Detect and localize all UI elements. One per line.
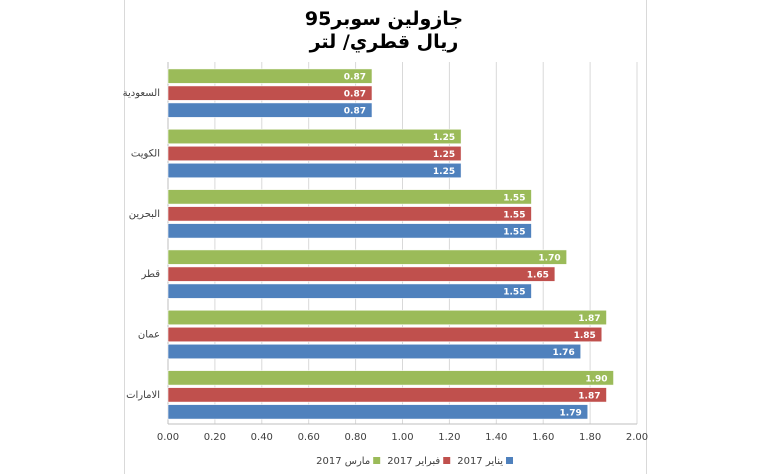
category-label: قطر	[140, 269, 160, 280]
x-tick-label: 0.40	[251, 432, 273, 443]
legend-swatch	[443, 457, 451, 464]
bar	[167, 145, 462, 162]
x-tick-label: 0.60	[298, 432, 320, 443]
data-label: 1.70	[538, 254, 560, 264]
category-label: عمان	[138, 330, 160, 341]
bar	[167, 162, 462, 179]
x-tick-label: 1.80	[579, 432, 601, 443]
data-label: 1.76	[553, 348, 575, 358]
bar	[167, 370, 614, 386]
legend-swatch	[506, 457, 513, 464]
bar	[167, 404, 589, 420]
bar	[167, 309, 607, 326]
data-label: 1.25	[433, 150, 455, 160]
bar	[167, 283, 532, 299]
legend-swatch	[373, 457, 381, 464]
x-tick-label: 1.00	[391, 432, 413, 443]
data-label: 1.65	[527, 271, 549, 281]
data-label: 1.25	[433, 133, 455, 143]
data-label: 0.87	[344, 73, 366, 83]
x-tick-label: 1.20	[438, 432, 460, 443]
data-label: 1.55	[503, 227, 525, 237]
x-tick-label: 0.20	[204, 432, 226, 443]
x-tick-label: 2.00	[626, 432, 648, 443]
data-label: 1.55	[503, 193, 525, 203]
x-tick-label: 1.40	[485, 432, 507, 443]
bar	[167, 189, 532, 205]
bar	[167, 85, 373, 101]
bar	[167, 68, 373, 84]
legend-label: مارس 2017	[316, 456, 370, 467]
data-label: 1.87	[578, 391, 600, 401]
data-label: 1.90	[585, 374, 607, 384]
bar	[167, 343, 582, 360]
legend-label: فبراير 2017	[387, 456, 440, 467]
x-tick-label: 0.00	[157, 432, 179, 443]
bar	[167, 128, 462, 145]
bar	[167, 266, 556, 282]
chart-subtitle: ريال قطري/ لتر	[309, 31, 459, 53]
category-label: الكويت	[131, 149, 160, 160]
chart-title: جازولين سوبر95	[304, 8, 464, 30]
data-label: 0.87	[344, 107, 366, 117]
legend-label: يناير 2017	[457, 456, 503, 467]
bar	[167, 387, 607, 403]
bar	[167, 206, 532, 222]
category-label: الامارات	[126, 390, 160, 401]
data-label: 1.79	[560, 408, 582, 418]
x-tick-label: 1.60	[532, 432, 554, 443]
data-label: 1.55	[503, 210, 525, 220]
data-label: 1.25	[433, 167, 455, 177]
bar	[167, 326, 603, 343]
data-label: 1.55	[503, 288, 525, 298]
data-label: 0.87	[344, 90, 366, 100]
category-label: البحرين	[129, 209, 160, 220]
data-label: 1.87	[578, 314, 600, 324]
x-tick-label: 0.80	[344, 432, 366, 443]
bar	[167, 223, 532, 239]
category-label: السعودية	[123, 88, 160, 99]
bar	[167, 102, 373, 118]
bar	[167, 249, 567, 265]
data-label: 1.85	[574, 331, 596, 341]
